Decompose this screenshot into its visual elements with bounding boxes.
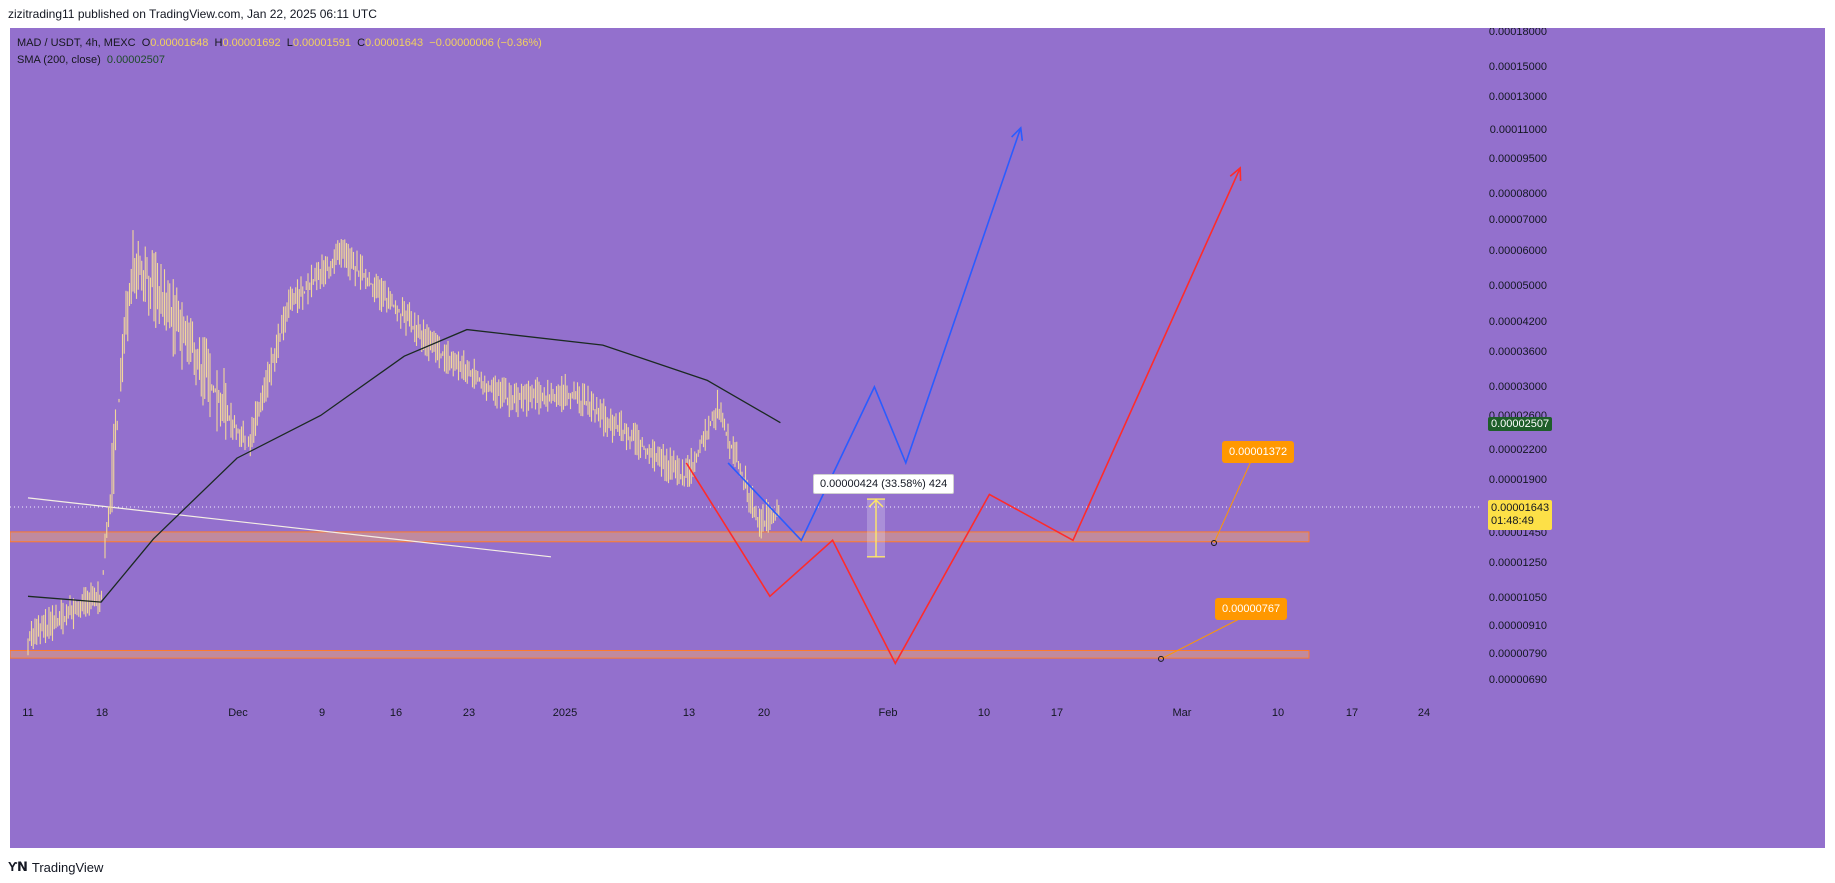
symbol-label[interactable]: MAD / USDT, 4h, MEXC [17,37,136,49]
support-zone-2 [10,650,1310,659]
y-tick-label: 0.00000690 [1489,674,1547,686]
tradingview-brand[interactable]: TradingView [31,859,104,875]
x-tick-label: 18 [96,707,108,719]
y-tick-label: 0.00001450 [1489,527,1547,539]
y-tick-label: 0.00005000 [1489,280,1547,292]
y-tick-label: 0.00002200 [1489,444,1547,456]
projection-red-path [685,167,1241,666]
trendline [27,497,552,558]
projection-blue-path-arrowhead [1011,126,1024,141]
chart-area[interactable]: 11 18 Dec 9 16 23 2025 13 20 Feb 10 17 Mar 10 17 24 0.00… [10,28,1825,848]
chart-legend: MAD / USDT, 4h, MEXC O0.00001648 H0.0000… [17,35,542,69]
high-label: H [214,37,223,49]
target-connector-1 [1213,458,1253,544]
price-chart-svg[interactable]: 11 18 Dec 9 16 23 2025 13 20 Feb 10 17 Mar 10 17 24 0.00… [10,28,1825,848]
y-tick-label: 0.00000790 [1489,648,1547,660]
x-tick-label: Dec [228,707,248,719]
target-anchor-2 [1158,655,1164,662]
x-tick-label: 23 [463,707,475,719]
y-tick-label: 0.00003600 [1489,346,1547,358]
low-label: L [286,37,293,49]
open-label: O [141,37,151,49]
y-tick-label: 0.00018000 [1489,28,1547,38]
low-value: 0.00001591 [292,37,351,49]
projection-blue-path [727,127,1022,542]
x-tick-label: 9 [319,707,325,719]
y-tick-label: 0.00013000 [1489,91,1547,103]
measure-label[interactable]: 0.00000424 (33.58%) 424 [813,474,955,494]
x-tick-label: 11 [22,707,33,719]
ohlc-row: MAD / USDT, 4h, MEXC O0.00001648 H0.0000… [17,35,542,52]
high-value: 0.00001692 [222,37,281,49]
change-value: −0.00000006 (−0.36%) [429,37,542,49]
y-tick-label: 0.00003000 [1489,381,1547,393]
sma-price-badge: 0.00002507 [1488,417,1553,431]
y-tick-label: 0.00001250 [1489,557,1547,569]
x-tick-label: 17 [1051,707,1063,719]
sma-label[interactable]: SMA (200, close) [17,54,101,66]
measure-arrowhead [868,499,884,508]
sma-value: 0.00002507 [106,54,166,66]
target-anchor-1 [1211,539,1217,546]
tradingview-logo-icon[interactable]: Ƴ𝗡 [8,859,28,874]
x-tick-label: 20 [758,707,770,719]
x-tick-label: 24 [1418,707,1430,719]
y-tick-label: 0.00015000 [1489,61,1547,73]
target-connector-2 [1160,615,1246,660]
close-label: C [357,37,366,49]
sma-200-line [27,328,781,603]
current-price-value: 0.00001643 [1491,502,1550,514]
footer: Ƴ𝗡 TradingView [8,858,103,876]
projection-red-path-arrowhead [1229,166,1242,181]
y-tick-label: 0.00006000 [1489,245,1547,257]
x-tick-label: 10 [1272,707,1284,719]
x-tick-label: Feb [879,707,898,719]
y-tick-label: 0.00007000 [1489,214,1547,226]
x-tick-label: 13 [683,707,695,719]
y-tick-label: 0.00008000 [1489,188,1547,200]
publisher-line: zizitrading11 published on TradingView.c… [8,7,377,21]
y-tick-label: 0.00001900 [1489,474,1547,486]
support-zone-1 [10,531,1310,543]
y-tick-label: 0.00000910 [1489,620,1547,632]
y-tick-label: 0.00001050 [1489,592,1547,604]
y-tick-label: 0.00009500 [1489,153,1547,165]
x-tick-label: 16 [390,707,402,719]
x-tick-label: 17 [1346,707,1358,719]
current-price-badge: 0.00001643 01:48:49 [1488,500,1553,530]
close-value: 0.00001643 [365,37,424,49]
x-tick-label: 10 [978,707,990,719]
y-tick-label: 0.00011000 [1490,124,1547,136]
sma-row: SMA (200, close) 0.00002507 [17,52,542,69]
open-value: 0.00001648 [150,37,209,49]
x-tick-label: Mar [1173,707,1192,719]
x-tick-label: 2025 [553,707,577,719]
y-tick-label: 0.00004200 [1489,316,1547,328]
target-label-2[interactable]: 0.00000767 [1215,598,1288,620]
target-label-1[interactable]: 0.00001372 [1222,441,1295,463]
bar-countdown-timer: 01:48:49 [1491,515,1534,527]
